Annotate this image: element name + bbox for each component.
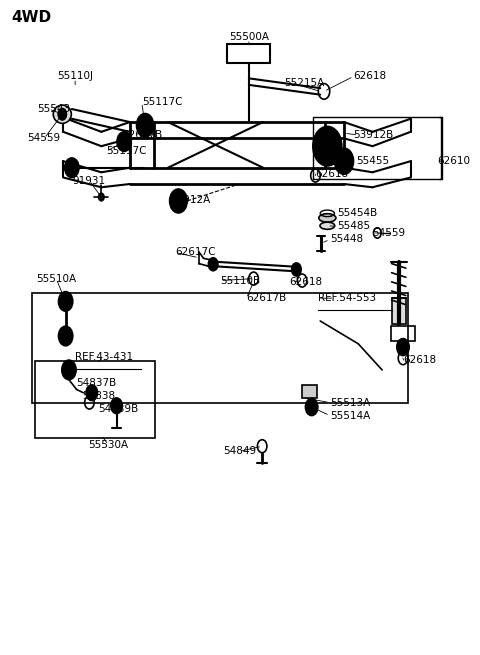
Text: 53912A: 53912A [170, 195, 211, 205]
Circle shape [313, 126, 342, 166]
Text: 55117C: 55117C [106, 147, 146, 157]
Text: 91931: 91931 [73, 176, 106, 186]
Text: 55530A: 55530A [88, 440, 129, 450]
Text: 55110J: 55110J [57, 71, 93, 81]
Circle shape [59, 326, 73, 346]
Circle shape [339, 155, 349, 168]
Circle shape [111, 398, 122, 413]
Bar [32, 293, 408, 403]
Bar [302, 385, 317, 398]
Text: 54559: 54559 [372, 228, 406, 238]
Text: 55454B: 55454B [337, 208, 377, 218]
Circle shape [136, 113, 154, 137]
Circle shape [86, 385, 97, 401]
Text: 62617B: 62617B [246, 293, 287, 303]
Circle shape [62, 360, 76, 380]
Text: 55513A: 55513A [330, 398, 370, 407]
Bar [392, 298, 406, 324]
Text: 62618: 62618 [404, 355, 437, 365]
Circle shape [114, 403, 119, 409]
Text: 62617B: 62617B [123, 130, 163, 140]
Circle shape [305, 399, 318, 415]
Circle shape [208, 257, 218, 271]
Text: 62618: 62618 [353, 71, 386, 81]
Circle shape [292, 263, 301, 276]
Circle shape [397, 339, 409, 356]
Bar [35, 362, 155, 438]
Circle shape [174, 195, 183, 207]
Circle shape [58, 108, 67, 120]
Text: 62610: 62610 [437, 156, 470, 166]
Bar [391, 326, 415, 341]
Bar [313, 117, 441, 179]
Text: 54837B: 54837B [76, 378, 117, 388]
Text: 55514A: 55514A [330, 411, 370, 421]
Circle shape [309, 403, 314, 411]
Ellipse shape [320, 222, 335, 229]
Ellipse shape [319, 214, 336, 222]
Text: 55117C: 55117C [142, 98, 182, 107]
Text: 54838: 54838 [83, 391, 116, 401]
Text: 55543: 55543 [37, 104, 70, 114]
Text: 55215A: 55215A [285, 78, 325, 88]
Circle shape [117, 132, 132, 151]
Text: 54559: 54559 [28, 134, 61, 143]
Text: REF.43-431: REF.43-431 [74, 352, 133, 362]
Circle shape [141, 120, 149, 130]
Text: 62618: 62618 [289, 277, 323, 287]
Circle shape [65, 158, 79, 178]
Text: 55500A: 55500A [229, 32, 269, 43]
Circle shape [170, 189, 187, 213]
Text: 53912B: 53912B [353, 130, 394, 140]
Text: 62617C: 62617C [175, 248, 216, 257]
Text: 55110B: 55110B [220, 276, 261, 286]
Circle shape [63, 332, 69, 340]
Text: REF.54-553: REF.54-553 [318, 293, 376, 303]
Text: 54849: 54849 [223, 447, 256, 457]
Text: 55448: 55448 [330, 234, 363, 244]
Circle shape [63, 297, 69, 305]
Circle shape [59, 291, 73, 311]
Text: 54839B: 54839B [98, 404, 138, 414]
Text: 55510A: 55510A [36, 274, 76, 284]
Text: 55455: 55455 [356, 156, 389, 166]
Text: 55485: 55485 [337, 221, 370, 231]
Circle shape [121, 138, 127, 145]
Ellipse shape [53, 105, 72, 123]
Circle shape [400, 343, 406, 351]
Circle shape [320, 136, 335, 156]
Circle shape [335, 148, 353, 174]
Circle shape [66, 366, 72, 374]
Text: 4WD: 4WD [11, 10, 51, 25]
Text: 62618: 62618 [315, 169, 348, 179]
Circle shape [98, 193, 104, 201]
